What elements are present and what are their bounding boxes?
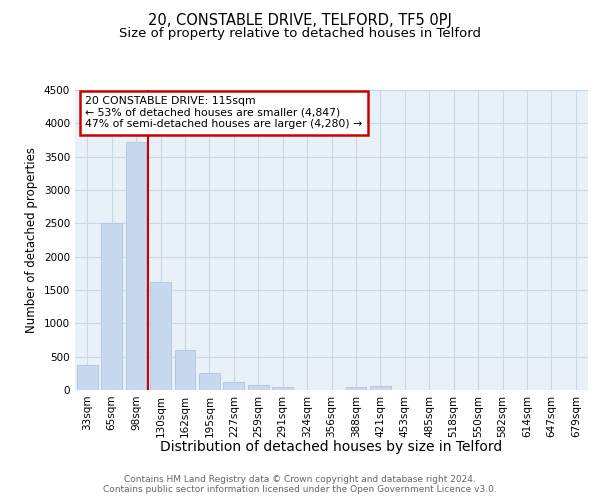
Bar bbox=[101, 224, 122, 390]
Text: Size of property relative to detached houses in Telford: Size of property relative to detached ho… bbox=[119, 28, 481, 40]
Text: 20 CONSTABLE DRIVE: 115sqm
← 53% of detached houses are smaller (4,847)
47% of s: 20 CONSTABLE DRIVE: 115sqm ← 53% of deta… bbox=[85, 96, 362, 129]
Text: Contains HM Land Registry data © Crown copyright and database right 2024.
Contai: Contains HM Land Registry data © Crown c… bbox=[103, 474, 497, 494]
Y-axis label: Number of detached properties: Number of detached properties bbox=[25, 147, 38, 333]
Bar bbox=[223, 382, 244, 390]
Bar bbox=[199, 374, 220, 390]
X-axis label: Distribution of detached houses by size in Telford: Distribution of detached houses by size … bbox=[160, 440, 503, 454]
Bar bbox=[150, 282, 171, 390]
Bar bbox=[346, 386, 367, 390]
Bar bbox=[248, 386, 269, 390]
Bar bbox=[125, 142, 146, 390]
Text: 20, CONSTABLE DRIVE, TELFORD, TF5 0PJ: 20, CONSTABLE DRIVE, TELFORD, TF5 0PJ bbox=[148, 12, 452, 28]
Bar bbox=[175, 350, 196, 390]
Bar bbox=[272, 386, 293, 390]
Bar bbox=[77, 364, 98, 390]
Bar bbox=[370, 386, 391, 390]
